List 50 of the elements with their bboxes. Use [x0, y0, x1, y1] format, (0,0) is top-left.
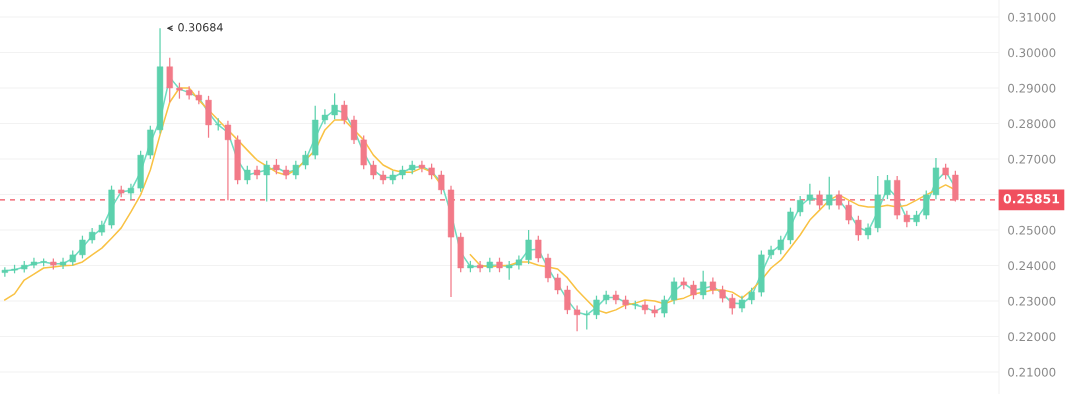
- y-tick-label: 0.29000: [1008, 83, 1056, 93]
- candlestick: [777, 235, 784, 255]
- y-tick-label: 0.28000: [1008, 119, 1056, 129]
- y-tick-label: 0.21000: [1008, 367, 1056, 377]
- candlestick: [816, 189, 823, 211]
- candlestick: [661, 295, 668, 318]
- candlestick: [438, 170, 445, 195]
- candlestick: [884, 174, 891, 200]
- candlestick: [855, 215, 862, 242]
- candlestick: [79, 235, 86, 260]
- y-tick-label: 0.23000: [1008, 296, 1056, 306]
- candlestick: [797, 195, 804, 217]
- y-tick-label: 0.22000: [1008, 332, 1056, 342]
- candlestick: [370, 160, 377, 180]
- candlestick: [127, 183, 135, 201]
- y-tick-label: 0.24000: [1008, 261, 1056, 271]
- candlestick: [554, 273, 561, 295]
- candlestick: [244, 165, 251, 185]
- candlestick: [573, 304, 581, 332]
- candlestick: [544, 253, 552, 283]
- y-tick-label: 0.25000: [1008, 225, 1056, 235]
- candlestick: [476, 260, 484, 273]
- y-tick-label: 0.27000: [1008, 154, 1056, 164]
- candlestick: [923, 189, 930, 220]
- candlestick: [506, 260, 513, 281]
- candlestick: [835, 189, 843, 211]
- candlestick: [845, 200, 852, 225]
- candlestick: [166, 57, 173, 103]
- candlestick: [535, 235, 542, 263]
- candlestick: [583, 309, 590, 331]
- annotation: 0.30684: [178, 23, 223, 32]
- candlestick: [263, 160, 270, 203]
- candlestick: [525, 229, 532, 265]
- candlestick: [341, 100, 348, 125]
- candlestick: [806, 183, 813, 206]
- candlestick: [564, 285, 571, 315]
- y-tick-label: 0.31000: [1008, 12, 1056, 22]
- candlestick: [331, 92, 338, 120]
- candlestick: [729, 293, 736, 316]
- candlestick: [224, 120, 232, 201]
- candlestick: [690, 280, 697, 300]
- candlestick: [302, 150, 309, 170]
- candlestick: [670, 276, 678, 305]
- ref-line-label: 0.25851: [1003, 193, 1060, 204]
- candlestick: [292, 160, 299, 180]
- candlestick: [700, 270, 707, 300]
- candlestick: [350, 115, 358, 145]
- y-tick-label: 0.30000: [1008, 48, 1056, 58]
- candlestick: [593, 295, 600, 320]
- candlestick: [826, 176, 833, 211]
